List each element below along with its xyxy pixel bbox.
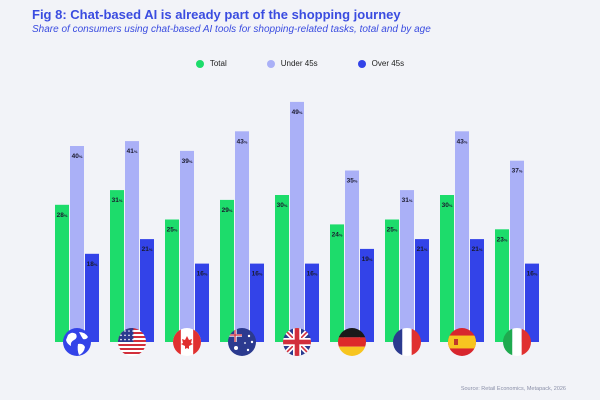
bar-under45-1 [125, 141, 139, 342]
flag-canada-icon [173, 328, 201, 356]
data-label-over45-5: 19% [362, 256, 373, 263]
bar-total-5 [330, 224, 344, 342]
data-label-over45-1: 21% [142, 246, 153, 253]
bar-group-5: 24% 35% 19% [330, 171, 374, 343]
bar-total-6 [385, 220, 399, 343]
data-label-over45-7: 21% [472, 246, 483, 253]
bar-group-8: 23% 37% 16% [495, 161, 539, 342]
flag-us-icon [118, 328, 146, 356]
bar-under45-5 [345, 171, 359, 343]
data-label-under45-8: 37% [512, 168, 523, 175]
flag-australia-icon [228, 328, 256, 356]
bar-under45-4 [290, 102, 304, 342]
data-label-total-5: 24% [332, 231, 343, 238]
data-label-over45-0: 18% [87, 261, 98, 268]
flag-italy-icon [503, 328, 531, 356]
data-label-total-1: 31% [112, 197, 123, 204]
data-label-over45-8: 16% [527, 271, 538, 278]
bar-total-2 [165, 220, 179, 343]
bar-group-2: 25% 39% 16% [165, 151, 209, 342]
flag-germany-icon [338, 328, 366, 356]
flag-uk-icon [283, 328, 311, 356]
flag-france-icon [393, 328, 421, 356]
data-label-total-8: 23% [497, 236, 508, 243]
data-label-total-0: 28% [57, 212, 68, 219]
data-label-over45-4: 16% [307, 271, 318, 278]
bar-under45-8 [510, 161, 524, 342]
data-label-total-2: 25% [167, 227, 178, 234]
bar-chart: 28% 40% 18% 31% 41% 21% 25% 39% 16% 29% 43% 16% 30% 4… [0, 0, 600, 400]
bar-total-3 [220, 200, 234, 342]
bar-group-3: 29% 43% 16% [220, 131, 264, 342]
bar-group-1: 31% 41% 21% [110, 141, 154, 342]
bar-over45-6 [415, 239, 429, 342]
data-label-under45-7: 43% [457, 138, 468, 145]
data-label-under45-5: 35% [347, 178, 358, 185]
bar-under45-7 [455, 131, 469, 342]
data-label-under45-3: 43% [237, 138, 248, 145]
bar-under45-0 [70, 146, 84, 342]
data-label-under45-1: 41% [127, 148, 138, 155]
source-note: Source: Retail Economics, Metapack, 2026 [461, 386, 566, 392]
bar-group-6: 25% 31% 21% [385, 190, 429, 342]
bar-over45-1 [140, 239, 154, 342]
bar-under45-3 [235, 131, 249, 342]
data-label-over45-6: 21% [417, 246, 428, 253]
globe-icon [63, 328, 91, 356]
data-label-over45-3: 16% [252, 271, 263, 278]
bar-total-8 [495, 229, 509, 342]
data-label-total-4: 30% [277, 202, 288, 209]
bar-total-4 [275, 195, 289, 342]
data-label-under45-6: 31% [402, 197, 413, 204]
data-label-under45-4: 49% [292, 109, 303, 116]
bar-group-4: 30% 49% 16% [275, 102, 319, 342]
bar-group-7: 30% 43% 21% [440, 131, 484, 342]
data-label-under45-2: 39% [182, 158, 193, 165]
bar-over45-7 [470, 239, 484, 342]
data-label-total-3: 29% [222, 207, 233, 214]
data-label-total-7: 30% [442, 202, 453, 209]
data-label-over45-2: 16% [197, 271, 208, 278]
data-label-under45-0: 40% [72, 153, 83, 160]
flag-spain-icon [448, 328, 476, 356]
bar-total-7 [440, 195, 454, 342]
bar-group-0: 28% 40% 18% [55, 146, 99, 342]
bar-total-1 [110, 190, 124, 342]
bar-under45-6 [400, 190, 414, 342]
bar-total-0 [55, 205, 69, 342]
data-label-total-6: 25% [387, 227, 398, 234]
bar-under45-2 [180, 151, 194, 342]
